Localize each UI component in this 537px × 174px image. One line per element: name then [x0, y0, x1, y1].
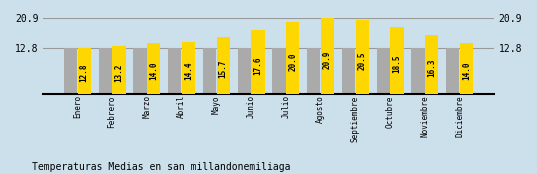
Bar	[147, 43, 161, 94]
Text: 14.4: 14.4	[184, 61, 193, 80]
Text: 12.8: 12.8	[79, 64, 89, 82]
Bar	[203, 48, 216, 94]
Bar	[321, 18, 334, 94]
Bar	[460, 43, 473, 94]
Bar	[272, 48, 286, 94]
Bar	[411, 48, 425, 94]
Text: 14.0: 14.0	[149, 62, 158, 80]
Bar	[216, 37, 230, 94]
Bar	[425, 35, 438, 94]
Bar	[168, 48, 182, 94]
Text: 20.5: 20.5	[358, 51, 367, 70]
Bar	[182, 42, 195, 94]
Text: 14.0: 14.0	[462, 62, 471, 80]
Text: 17.6: 17.6	[253, 56, 263, 75]
Bar	[307, 48, 321, 94]
Bar	[99, 48, 112, 94]
Text: 20.0: 20.0	[288, 52, 297, 71]
Text: 13.2: 13.2	[114, 63, 124, 82]
Bar	[355, 20, 369, 94]
Bar	[238, 48, 251, 94]
Text: 18.5: 18.5	[393, 55, 402, 73]
Bar	[112, 46, 126, 94]
Text: Temperaturas Medias en san millandonemiliaga: Temperaturas Medias en san millandonemil…	[32, 162, 291, 172]
Text: 15.7: 15.7	[219, 59, 228, 78]
Bar	[64, 48, 77, 94]
Text: 16.3: 16.3	[427, 58, 436, 77]
Bar	[342, 48, 355, 94]
Text: 20.9: 20.9	[323, 51, 332, 69]
Bar	[77, 48, 91, 94]
Bar	[390, 27, 404, 94]
Bar	[133, 48, 147, 94]
Bar	[251, 30, 265, 94]
Bar	[286, 22, 299, 94]
Bar	[376, 48, 390, 94]
Bar	[446, 48, 460, 94]
